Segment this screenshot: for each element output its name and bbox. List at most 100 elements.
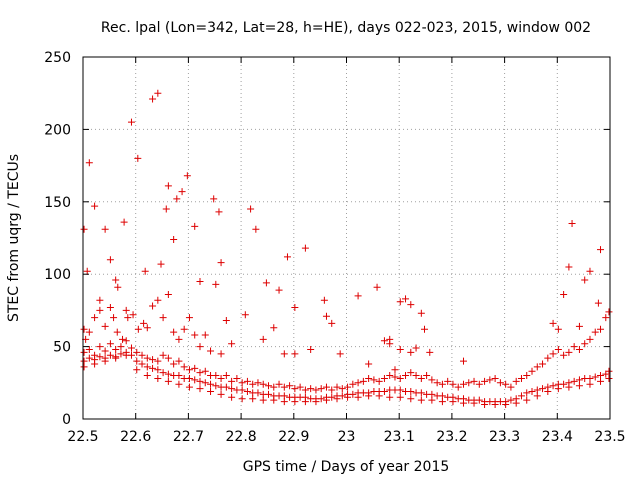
data-point	[154, 357, 162, 365]
data-point	[320, 296, 328, 304]
data-point	[96, 306, 104, 314]
data-point	[565, 263, 573, 271]
data-point	[259, 396, 267, 404]
data-point	[207, 347, 215, 355]
data-point	[265, 382, 273, 390]
data-point	[386, 393, 394, 401]
data-point	[470, 377, 478, 385]
data-point	[605, 374, 613, 382]
data-point	[275, 286, 283, 294]
data-point	[544, 387, 552, 395]
data-point	[412, 372, 420, 380]
data-point	[444, 377, 452, 385]
data-point	[280, 350, 288, 358]
data-point	[328, 386, 336, 394]
x-tick-label: 23	[338, 429, 356, 445]
data-point	[417, 396, 425, 404]
data-point	[129, 311, 137, 319]
data-point	[149, 356, 157, 364]
data-point	[207, 387, 215, 395]
data-point	[486, 376, 494, 384]
data-point	[127, 118, 135, 126]
data-point	[254, 379, 262, 387]
data-point	[291, 398, 299, 406]
data-point	[544, 354, 552, 362]
x-tick-label: 23.3	[489, 429, 520, 445]
data-point	[185, 374, 193, 382]
data-point	[270, 396, 278, 404]
data-point	[265, 390, 273, 398]
data-point	[154, 89, 162, 97]
data-point	[560, 290, 568, 298]
data-point	[396, 374, 404, 382]
data-point	[560, 380, 568, 388]
grid-lines	[83, 57, 610, 419]
data-point	[597, 325, 605, 333]
data-point	[233, 374, 241, 382]
data-point	[117, 350, 125, 358]
data-point	[228, 393, 236, 401]
data-point	[459, 399, 467, 407]
data-point	[112, 345, 120, 353]
data-point	[91, 202, 99, 210]
data-point	[349, 380, 357, 388]
data-point	[396, 345, 404, 353]
data-point	[354, 379, 362, 387]
x-tick-label: 23.5	[594, 429, 625, 445]
data-point	[365, 360, 373, 368]
data-point	[106, 351, 114, 359]
data-point	[149, 302, 157, 310]
chart-title: Rec. lpal (Lon=342, Lat=28, h=HE), days …	[101, 20, 591, 36]
data-point	[549, 382, 557, 390]
data-point	[402, 295, 410, 303]
y-tick-label: 200	[44, 122, 71, 138]
data-point	[170, 360, 178, 368]
data-point	[120, 218, 128, 226]
data-point	[338, 392, 346, 400]
data-point	[159, 314, 167, 322]
data-point	[196, 343, 204, 351]
data-point	[602, 314, 610, 322]
data-point	[523, 396, 531, 404]
data-point	[396, 393, 404, 401]
data-point	[91, 360, 99, 368]
data-point	[162, 205, 170, 213]
data-point	[217, 374, 225, 382]
data-point	[175, 380, 183, 388]
data-point	[134, 325, 142, 333]
x-axis-label: GPS time / Days of year 2015	[243, 459, 450, 475]
data-point	[159, 369, 167, 377]
data-point	[85, 159, 93, 167]
data-point	[143, 324, 151, 332]
data-point	[565, 383, 573, 391]
data-point	[101, 322, 109, 330]
data-point	[407, 348, 415, 356]
data-point	[212, 280, 220, 288]
data-point	[112, 276, 120, 284]
data-point	[138, 351, 146, 359]
data-point	[491, 401, 499, 409]
data-point	[101, 357, 109, 365]
data-point	[196, 385, 204, 393]
data-point	[317, 385, 325, 393]
data-point	[591, 373, 599, 381]
y-tick-labels: 0 50 100 150 200 250	[44, 50, 71, 428]
axis-ticks	[82, 56, 611, 420]
data-point	[80, 325, 88, 333]
data-point	[502, 401, 510, 409]
data-point	[322, 383, 330, 391]
data-point	[270, 383, 278, 391]
data-point	[178, 188, 186, 196]
data-point	[375, 377, 383, 385]
data-point	[185, 314, 193, 322]
data-point	[180, 325, 188, 333]
x-tick-labels: 22.5 22.6 22.7 22.8 22.9 23 23.1 23.2 23.3 23.4 23…	[67, 429, 625, 445]
data-point	[80, 363, 88, 371]
data-point	[507, 396, 515, 404]
data-point	[191, 364, 199, 372]
data-point	[222, 372, 230, 380]
data-point	[212, 372, 220, 380]
data-point	[228, 377, 236, 385]
data-point	[291, 385, 299, 393]
data-point	[605, 308, 613, 316]
